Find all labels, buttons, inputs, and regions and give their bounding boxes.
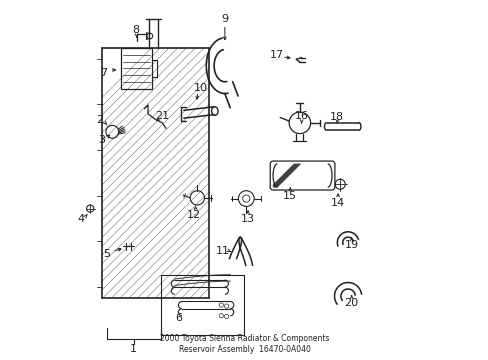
Text: 8: 8 [132,25,139,35]
Text: 12: 12 [186,210,201,220]
Text: 18: 18 [329,112,344,122]
Text: 17: 17 [269,50,283,60]
Text: 6: 6 [175,312,182,323]
Text: 16: 16 [294,111,308,121]
Text: 20: 20 [344,298,358,308]
Text: 11: 11 [216,247,229,256]
Text: 13: 13 [241,213,255,224]
Text: 1: 1 [130,343,137,354]
Text: 21: 21 [155,111,169,121]
Text: 7: 7 [100,68,107,78]
Text: 2000 Toyota Sienna Radiator & Components
Reservoir Assembly  16470-0A040: 2000 Toyota Sienna Radiator & Components… [160,334,328,354]
Text: 10: 10 [194,83,207,93]
Text: 14: 14 [330,198,345,207]
Text: 5: 5 [103,249,110,259]
Text: 4: 4 [77,214,84,224]
Text: 19: 19 [344,240,358,250]
Text: 2: 2 [96,115,103,125]
Text: 9: 9 [221,14,228,24]
Text: 15: 15 [283,191,297,201]
Text: 3: 3 [98,135,105,145]
